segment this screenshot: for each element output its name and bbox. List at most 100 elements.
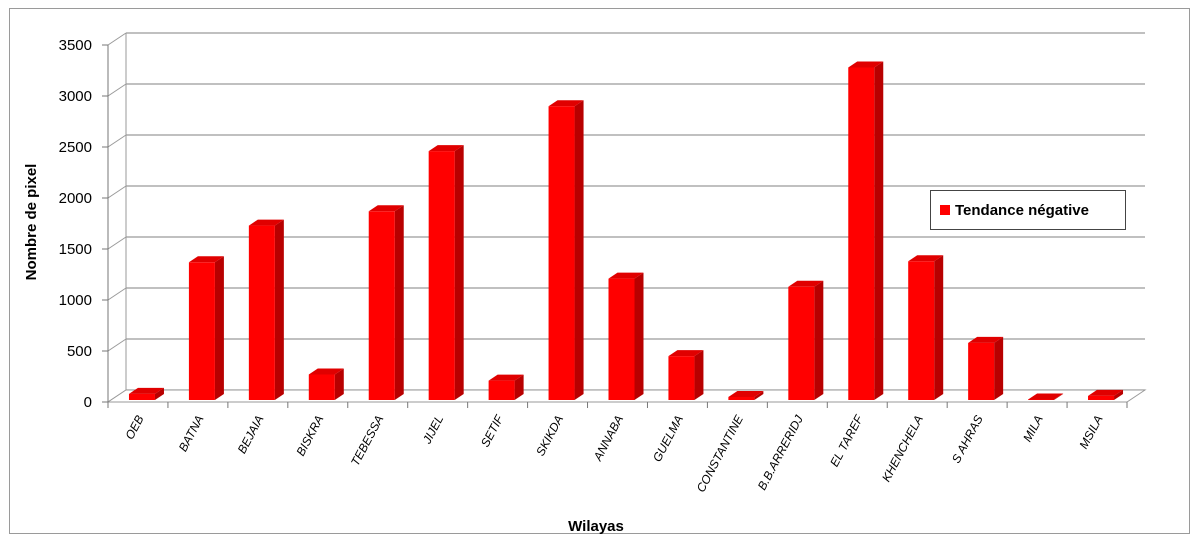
bar-top xyxy=(488,374,524,381)
bar-top xyxy=(188,256,224,263)
y-tick-label: 2500 xyxy=(59,139,92,156)
bar-side xyxy=(994,336,1004,400)
bar-front xyxy=(788,286,815,400)
y-tick-label: 0 xyxy=(84,394,92,411)
x-tick-label: SETIF xyxy=(478,412,507,449)
bar-front xyxy=(308,374,335,400)
y-tick-label: 1500 xyxy=(59,241,92,258)
bar-front xyxy=(848,67,875,400)
bar-front xyxy=(188,262,215,400)
bar-top xyxy=(248,219,284,226)
bar-side xyxy=(334,368,344,400)
bar-front xyxy=(428,151,455,400)
x-tick-label: JIJEL xyxy=(419,413,446,447)
x-axis-title: Wilayas xyxy=(568,518,624,535)
legend-label: Tendance négative xyxy=(955,201,1089,219)
bar-top xyxy=(308,368,344,375)
x-tick-label: MSILA xyxy=(1076,413,1105,451)
bar-side xyxy=(514,374,524,400)
bar-top xyxy=(428,145,464,152)
bar-front xyxy=(908,261,935,400)
gridline-side xyxy=(107,83,127,97)
bar-front xyxy=(1088,395,1115,400)
bar xyxy=(728,390,764,400)
bar-front xyxy=(728,396,755,400)
bar-side xyxy=(874,61,884,400)
bars xyxy=(128,61,1124,401)
bar-top xyxy=(908,255,944,262)
bar-side xyxy=(814,280,824,400)
x-tick-label: GUELMA xyxy=(650,413,686,464)
bar-front xyxy=(368,211,395,400)
bar-side xyxy=(454,145,464,400)
bar xyxy=(548,100,584,401)
gridline-side xyxy=(107,338,127,352)
bar-side xyxy=(634,272,644,400)
gridline-side xyxy=(107,32,127,46)
x-tick-label: BATNA xyxy=(176,413,207,454)
y-tick-label: 3500 xyxy=(59,37,92,54)
gridline-side xyxy=(107,287,127,301)
bar xyxy=(608,272,644,400)
x-tick-label: CONSTANTINE xyxy=(694,412,747,495)
y-tick-label: 2000 xyxy=(59,190,92,207)
y-tick-label: 500 xyxy=(67,343,92,360)
bar xyxy=(428,145,464,400)
gridline-side xyxy=(107,134,127,148)
bar-side xyxy=(694,350,704,400)
bar-front xyxy=(608,278,635,400)
bar-top xyxy=(668,350,704,357)
bar-front xyxy=(1028,399,1055,400)
bar-top xyxy=(368,205,404,212)
bar xyxy=(488,374,524,400)
bar xyxy=(188,256,224,400)
bar-top xyxy=(968,336,1004,343)
bar-front xyxy=(128,393,155,400)
legend-swatch xyxy=(940,205,950,215)
bar-front xyxy=(968,342,995,400)
bar xyxy=(308,368,344,400)
bar xyxy=(1028,393,1064,400)
y-tick-label: 3000 xyxy=(59,88,92,105)
bar-side xyxy=(274,219,284,400)
bar xyxy=(248,219,284,400)
x-tick-labels: OEB BATNA BEJAIA BISKRA TEBESSA JIJEL SETIF SKI… xyxy=(122,412,1105,495)
y-tick-labels: 0 500 1000 1500 2000 2500 3000 3500 xyxy=(59,37,92,411)
y-axis-title: Nombre de pixel xyxy=(23,164,40,281)
bar xyxy=(908,255,944,400)
bar-side xyxy=(154,387,164,400)
y-tick-label: 1000 xyxy=(59,292,92,309)
x-tick-label: MILA xyxy=(1020,413,1046,444)
bar-top xyxy=(548,100,584,107)
bar xyxy=(968,336,1004,400)
x-tick-label: TEBESSA xyxy=(348,413,386,468)
bar xyxy=(1088,389,1124,400)
bar-top xyxy=(848,61,884,68)
x-tick-label: BISKRA xyxy=(293,413,326,458)
bar-side xyxy=(1054,393,1064,400)
x-tick-label: KHENCHELA xyxy=(879,413,926,484)
bar-side xyxy=(214,256,224,400)
x-tick-label: EL TAREF xyxy=(827,412,866,469)
bar-top xyxy=(728,390,764,397)
x-tick-label: OEB xyxy=(122,413,146,442)
bar-front xyxy=(488,380,515,400)
legend: Tendance négative xyxy=(930,190,1126,230)
x-tick-label: B.B.ARRERIDJ xyxy=(755,412,807,492)
bar xyxy=(668,350,704,400)
x-tick-label: SKIKDA xyxy=(533,413,566,458)
bar xyxy=(788,280,824,400)
x-tick-label: ANNABA xyxy=(590,413,626,464)
bar-side xyxy=(934,255,944,400)
x-tick-label: BEJAIA xyxy=(235,413,267,456)
bar xyxy=(128,387,164,400)
bar-side xyxy=(394,205,404,400)
bar-side xyxy=(1114,389,1124,400)
bar-front xyxy=(548,106,575,401)
bar-front xyxy=(668,356,695,400)
bar-top xyxy=(1088,389,1124,396)
bar-front xyxy=(248,225,275,400)
bar-top xyxy=(1028,393,1064,400)
bar-top xyxy=(788,280,824,287)
